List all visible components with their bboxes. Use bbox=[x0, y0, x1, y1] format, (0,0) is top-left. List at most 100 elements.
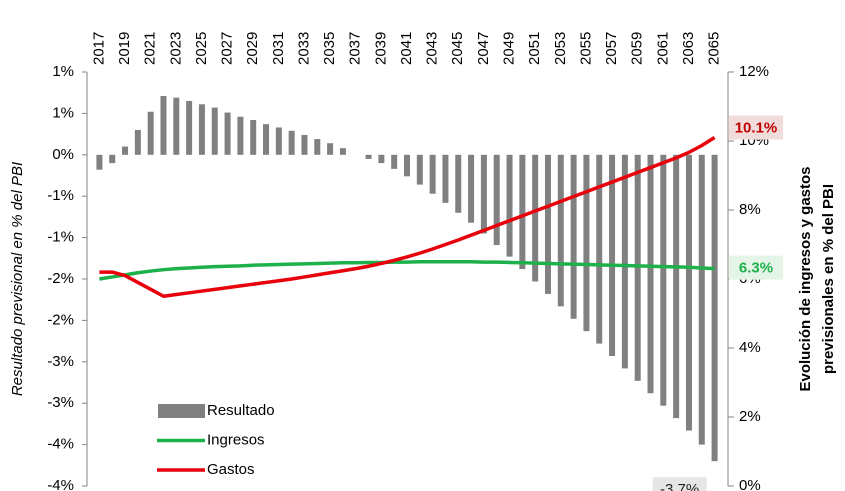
bar bbox=[391, 154, 398, 169]
y-tick-label: -2% bbox=[47, 311, 74, 328]
bar bbox=[186, 100, 193, 155]
legend-label: Resultado bbox=[207, 402, 275, 419]
x-tick-label: 2061 bbox=[654, 32, 671, 65]
x-tick-label: 2059 bbox=[629, 32, 646, 65]
x-tick-label: 2051 bbox=[526, 32, 543, 65]
y2-tick-label: 4% bbox=[739, 339, 761, 356]
bar bbox=[301, 134, 308, 155]
x-tick-label: 2043 bbox=[424, 32, 441, 65]
y2-axis-title: Evolución de ingresos y gastos bbox=[797, 166, 814, 391]
y-tick-label: -4% bbox=[47, 477, 74, 491]
bar bbox=[122, 146, 129, 155]
x-tick-label: 2033 bbox=[295, 32, 312, 65]
x-tick-label: 2053 bbox=[552, 32, 569, 65]
y2-axis-title: previsionales en % del PBI bbox=[820, 184, 837, 374]
x-tick-label: 2063 bbox=[680, 32, 697, 65]
bar bbox=[621, 154, 628, 369]
value-label-box bbox=[729, 255, 783, 280]
bar bbox=[275, 127, 282, 155]
value-label-box bbox=[729, 115, 783, 140]
y-tick-label: -4% bbox=[47, 436, 74, 453]
y2-tick-label: 0% bbox=[739, 477, 761, 491]
y-tick-label: 0% bbox=[52, 146, 74, 163]
bar bbox=[570, 154, 577, 319]
x-tick-label: 2031 bbox=[270, 32, 287, 65]
bar bbox=[506, 154, 513, 257]
bar bbox=[314, 139, 321, 155]
line bbox=[99, 136, 716, 298]
x-tick-label: 2039 bbox=[372, 32, 389, 65]
x-tick-label: 2029 bbox=[244, 32, 261, 65]
bar bbox=[416, 154, 423, 185]
bar bbox=[327, 143, 334, 155]
bar bbox=[660, 154, 667, 406]
y-tick-label: -3% bbox=[47, 353, 74, 370]
bar bbox=[596, 154, 603, 344]
x-tick-label: 2057 bbox=[603, 32, 620, 65]
bar bbox=[468, 154, 475, 223]
y2-tick-label: 2% bbox=[739, 408, 761, 425]
y-tick-label: -2% bbox=[47, 270, 74, 287]
bar bbox=[237, 116, 244, 155]
y-tick-label: -1% bbox=[47, 229, 74, 246]
bar bbox=[557, 154, 564, 307]
y2-tick-label: 12% bbox=[739, 63, 769, 80]
x-tick-label: 2035 bbox=[321, 32, 338, 65]
value-label: -3.7% bbox=[660, 481, 699, 491]
x-tick-label: 2023 bbox=[167, 32, 184, 65]
bar bbox=[519, 154, 526, 270]
y-tick-label: 1% bbox=[52, 63, 74, 80]
y-tick-label: 1% bbox=[52, 104, 74, 121]
x-tick-label: 2019 bbox=[116, 32, 133, 65]
y2-tick-label: 8% bbox=[739, 201, 761, 218]
bar bbox=[147, 111, 154, 155]
bar bbox=[211, 107, 218, 155]
x-tick-label: 2055 bbox=[577, 32, 594, 65]
bar bbox=[378, 154, 385, 164]
value-label: 10.1% bbox=[735, 120, 778, 137]
bar bbox=[455, 154, 462, 213]
bar bbox=[685, 154, 692, 431]
bar bbox=[493, 154, 500, 246]
bar bbox=[263, 124, 270, 155]
bar bbox=[250, 120, 257, 155]
x-tick-label: 2047 bbox=[475, 32, 492, 65]
bar bbox=[480, 154, 487, 234]
bar bbox=[365, 154, 372, 159]
bar bbox=[532, 154, 539, 282]
x-tick-label: 2017 bbox=[90, 32, 107, 65]
bar bbox=[429, 154, 436, 194]
bar bbox=[339, 148, 346, 155]
bar bbox=[583, 154, 590, 332]
x-tick-label: 2021 bbox=[142, 32, 159, 65]
x-tick-label: 2037 bbox=[347, 32, 364, 65]
bar bbox=[634, 154, 641, 381]
value-label: 6.3% bbox=[739, 260, 773, 277]
y-tick-label: -1% bbox=[47, 187, 74, 204]
bar bbox=[160, 96, 167, 155]
bar bbox=[698, 154, 705, 445]
bar bbox=[711, 154, 718, 462]
x-tick-label: 2041 bbox=[398, 32, 415, 65]
bar bbox=[442, 154, 449, 203]
bar bbox=[134, 129, 141, 155]
legend-swatch bbox=[158, 404, 205, 418]
bar bbox=[647, 154, 654, 394]
y-tick-label: -3% bbox=[47, 394, 74, 411]
bar bbox=[173, 97, 180, 155]
legend-label: Ingresos bbox=[207, 431, 265, 448]
bar bbox=[288, 130, 295, 155]
x-tick-label: 2027 bbox=[219, 32, 236, 65]
bar bbox=[224, 112, 231, 155]
bar bbox=[198, 104, 205, 155]
x-tick-label: 2065 bbox=[706, 32, 723, 65]
x-tick-label: 2049 bbox=[500, 32, 517, 65]
bar bbox=[404, 154, 410, 177]
bar bbox=[109, 154, 116, 164]
legend-label: Gastos bbox=[207, 461, 255, 478]
x-tick-label: 2045 bbox=[449, 32, 466, 65]
value-label-box bbox=[652, 477, 707, 491]
bar bbox=[673, 154, 680, 419]
bar bbox=[544, 154, 551, 294]
